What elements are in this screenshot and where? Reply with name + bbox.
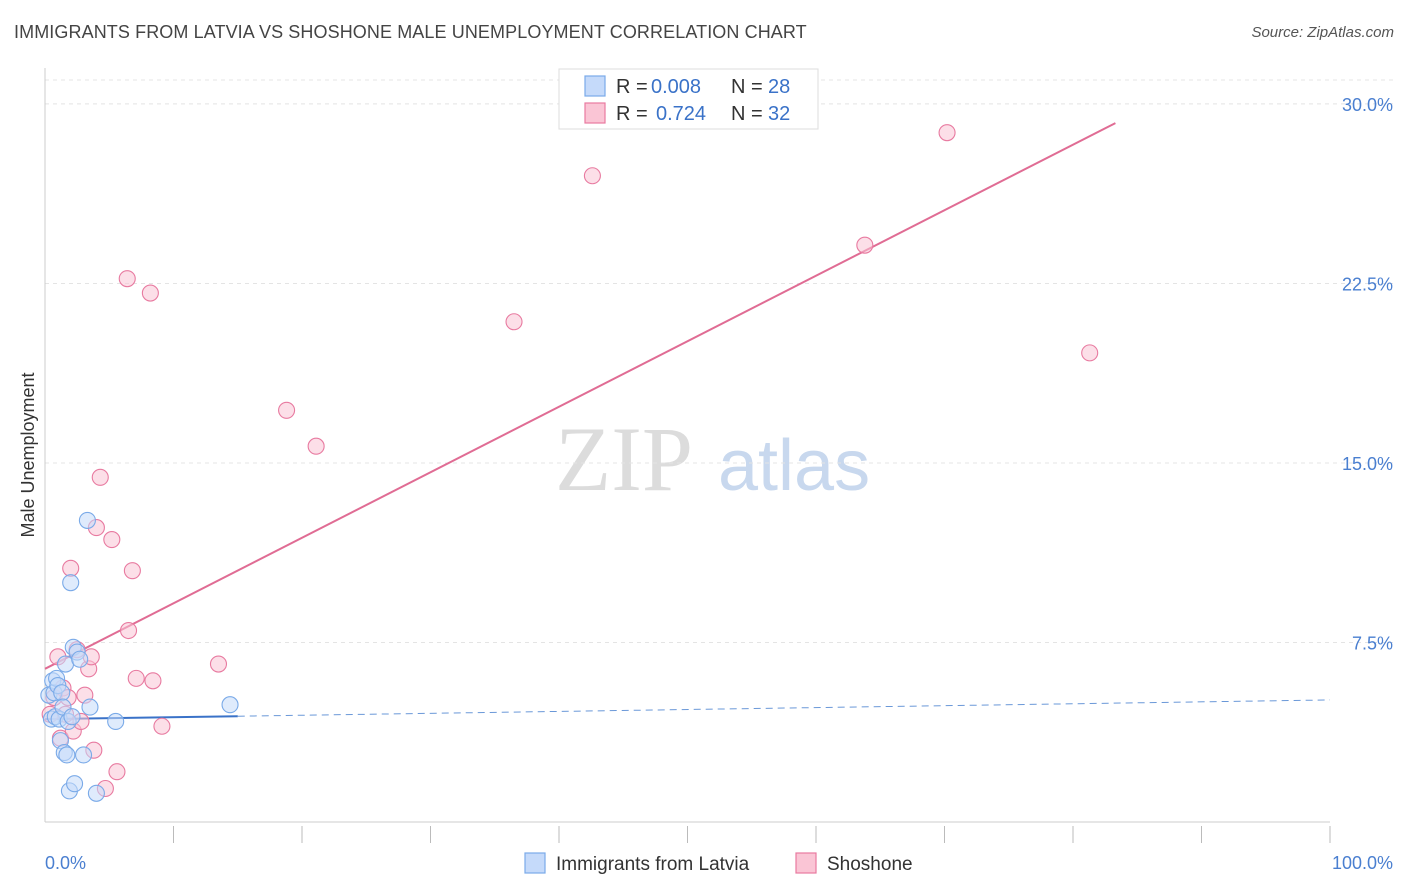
point-shoshone [278, 401, 296, 419]
y-tick-label: 7.5% [1352, 633, 1393, 653]
legend-n-label-1: N = [731, 76, 763, 98]
y-tick-label: 30.0% [1342, 95, 1393, 115]
point-shoshone [583, 167, 601, 185]
point-latvia [66, 775, 84, 793]
legend-r-label-2: R = [616, 103, 648, 125]
x-tick-label-max: 100.0% [1332, 853, 1393, 873]
point-shoshone [938, 124, 956, 142]
point-latvia [57, 655, 75, 673]
point-latvia [78, 511, 96, 529]
trend-line-shoshone [44, 122, 1116, 670]
legend-r-label-1: R = [616, 76, 648, 98]
y-axis-label: Male Unemployment [18, 372, 38, 537]
legend-n-label-2: N = [731, 103, 763, 125]
x-tick-label-min: 0.0% [45, 853, 86, 873]
gridlines [45, 79, 1393, 643]
point-shoshone [307, 437, 325, 455]
point-shoshone [123, 562, 141, 580]
point-shoshone [62, 559, 80, 577]
point-shoshone [118, 270, 136, 288]
point-latvia [221, 696, 239, 714]
point-latvia [81, 698, 99, 716]
point-latvia [75, 746, 93, 764]
point-latvia [107, 712, 125, 731]
point-shoshone [1081, 344, 1099, 362]
point-shoshone [103, 531, 121, 549]
y-tick-label: 15.0% [1342, 454, 1393, 474]
point-latvia [58, 746, 76, 764]
source-credit: Source: ZipAtlas.com [1251, 24, 1394, 41]
point-latvia [53, 684, 71, 702]
legend-n-value-1: 28 [768, 76, 790, 98]
point-shoshone [141, 284, 159, 302]
point-shoshone [119, 621, 138, 640]
axes: 7.5% 15.0% 22.5% 30.0% 0.0% 100.0% [44, 68, 1393, 873]
legend-swatch-shoshone [584, 102, 606, 124]
bottom-legend-swatch-shoshone [795, 852, 817, 874]
point-shoshone [127, 669, 145, 687]
point-shoshone [153, 717, 171, 735]
point-shoshone [209, 655, 228, 673]
chart-title: IMMIGRANTS FROM LATVIA VS SHOSHONE MALE … [14, 22, 807, 42]
point-shoshone [108, 763, 126, 781]
point-latvia [87, 784, 105, 802]
watermark-atlas: atlas [718, 426, 870, 506]
point-latvia [71, 650, 89, 668]
point-shoshone [505, 313, 523, 331]
legend-swatch-latvia [584, 75, 606, 97]
bottom-legend-label-shoshone: Shoshone [827, 854, 913, 875]
series-legend: Immigrants from Latvia Shoshone [524, 852, 913, 875]
point-shoshone [856, 236, 874, 254]
data-points [40, 124, 1099, 802]
point-latvia [62, 574, 80, 592]
bottom-legend-swatch-latvia [524, 852, 546, 874]
bottom-legend-label-latvia: Immigrants from Latvia [556, 854, 750, 875]
point-shoshone [91, 468, 109, 486]
y-tick-label: 22.5% [1342, 274, 1393, 294]
watermark-zip: ZIP [555, 408, 693, 510]
legend-n-value-2: 32 [768, 103, 790, 125]
point-shoshone [144, 672, 162, 690]
legend-r-value-2: 0.724 [656, 103, 706, 125]
correlation-legend: R = 0.008 N = 28 R = 0.724 N = 32 [558, 68, 819, 130]
legend-r-value-1: 0.008 [651, 76, 701, 98]
trend-line-latvia-dashed [237, 699, 1331, 717]
point-latvia [63, 708, 81, 726]
